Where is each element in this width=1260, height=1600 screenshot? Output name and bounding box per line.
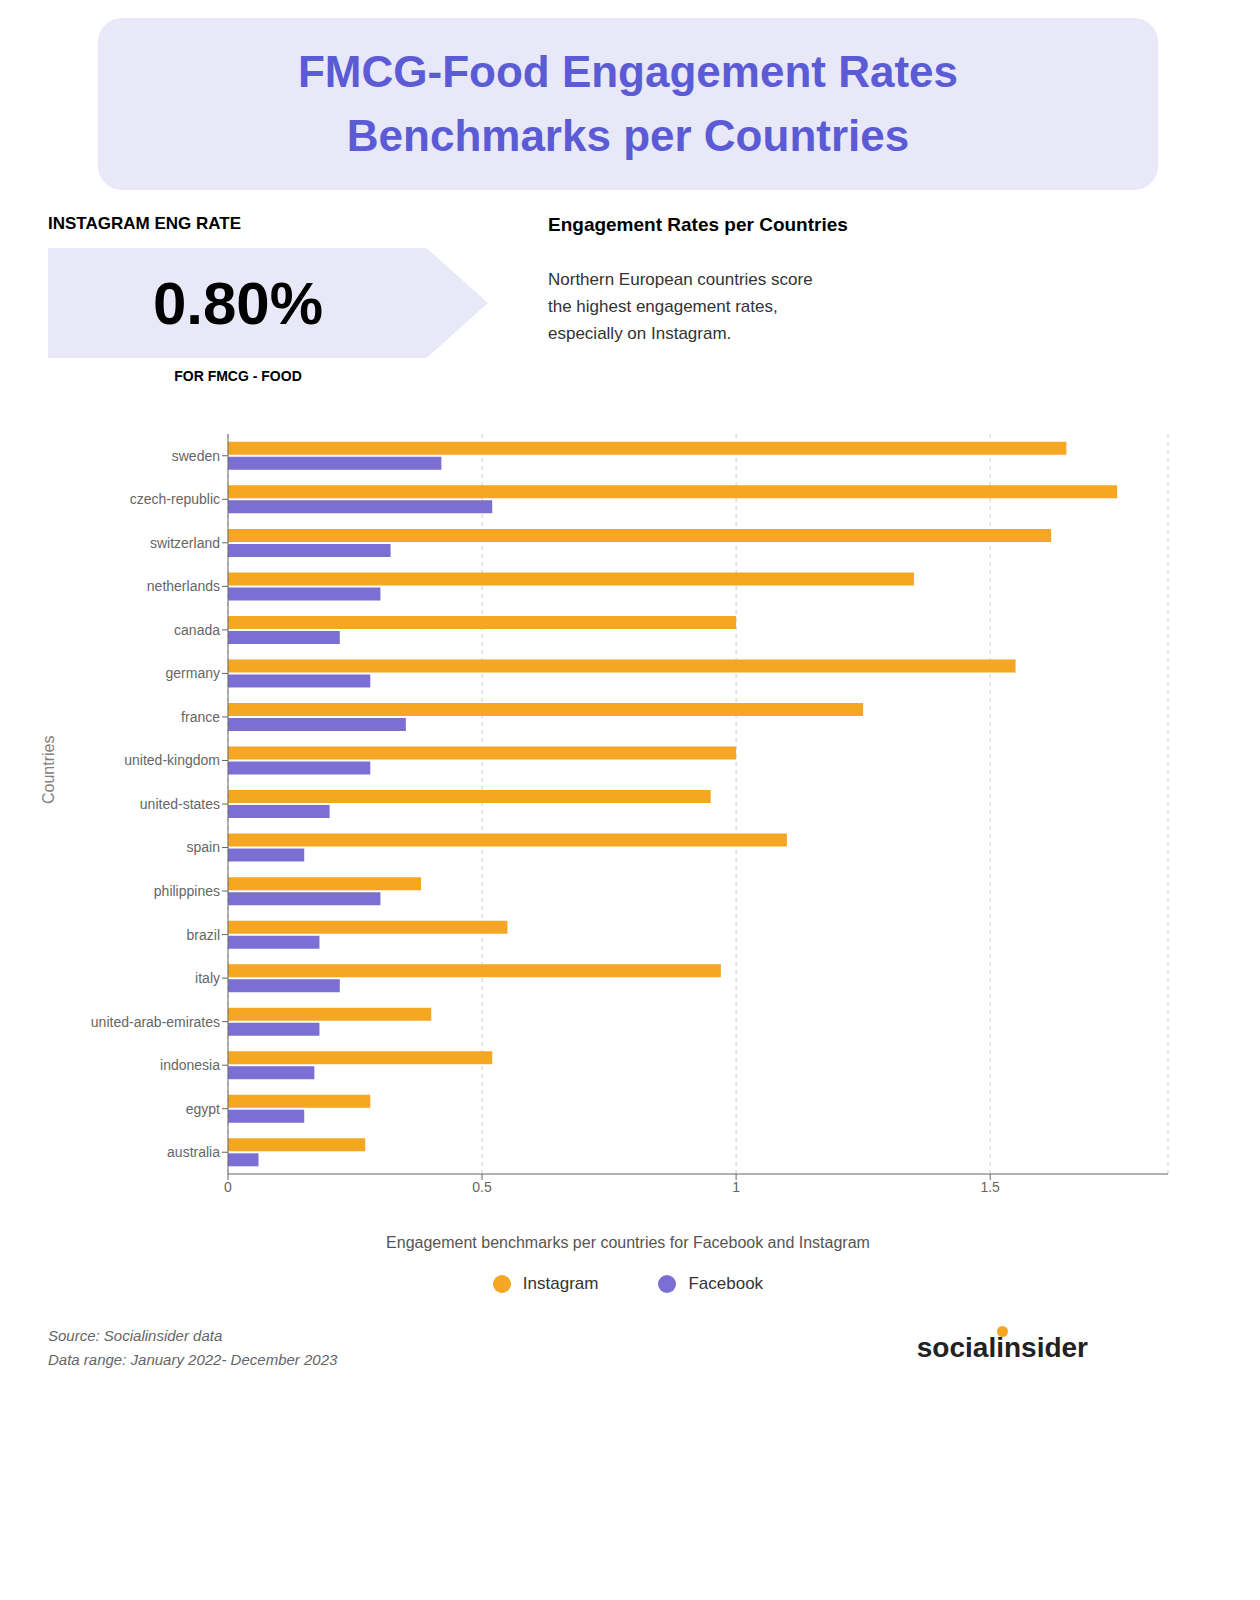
svg-text:0.5: 0.5: [472, 1179, 492, 1195]
html-text:Northern European countries sc: Northern European countries score the hi…: [548, 270, 813, 344]
html-text:FMCG-Food Engagement Rates: FMCG-Food Engagement Rates: [298, 47, 958, 96]
svg-text:united-states: united-states: [140, 796, 220, 812]
svg-text:switzerland: switzerland: [150, 535, 220, 551]
svg-text:spain: spain: [187, 839, 220, 855]
html-text:Engagement benchmarks per coun: Engagement benchmarks per countries for …: [386, 1234, 870, 1251]
html-text:Engagement Rates per Countries: Engagement Rates per Countries: [548, 214, 848, 235]
svg-text:france: france: [181, 709, 220, 725]
svg-text:brazil: brazil: [187, 927, 220, 943]
html-text:Source: Socialinsider data Dat: Source: Socialinsider data Data range: J…: [48, 1327, 338, 1368]
html-text:Instagram: Instagram: [522, 1274, 599, 1293]
svg-text:united-arab-emirates: united-arab-emirates: [91, 1014, 220, 1030]
svg-text:egypt: egypt: [186, 1101, 220, 1117]
html-text:0.80%: 0.80%: [152, 269, 324, 337]
svg-text:united-kingdom: united-kingdom: [124, 752, 220, 768]
svg-text:germany: germany: [166, 665, 220, 681]
svg-text:philippines: philippines: [154, 883, 220, 899]
svg-text:Countries: Countries: [40, 736, 57, 804]
svg-text:sweden: sweden: [172, 448, 220, 464]
html-text:Benchmarks per Countries: Benchmarks per Countries: [346, 111, 910, 160]
svg-text:australia: australia: [167, 1144, 220, 1160]
svg-text:1.5: 1.5: [980, 1179, 1000, 1195]
html-text:INSTAGRAM ENG RATE: INSTAGRAM ENG RATE: [48, 214, 241, 233]
html-text:Facebook: Facebook: [688, 1274, 764, 1293]
svg-text:indonesia: indonesia: [160, 1057, 220, 1073]
html-text:social insider: social insider: [916, 1332, 1088, 1363]
svg-text:italy: italy: [195, 970, 220, 986]
svg-text:1: 1: [732, 1179, 740, 1195]
svg-text:canada: canada: [174, 622, 220, 638]
html-text:FOR FMCG - FOOD: FOR FMCG - FOOD: [174, 368, 302, 384]
svg-text:0: 0: [224, 1179, 232, 1195]
svg-text:czech-republic: czech-republic: [130, 491, 220, 507]
svg-text:netherlands: netherlands: [147, 578, 220, 594]
